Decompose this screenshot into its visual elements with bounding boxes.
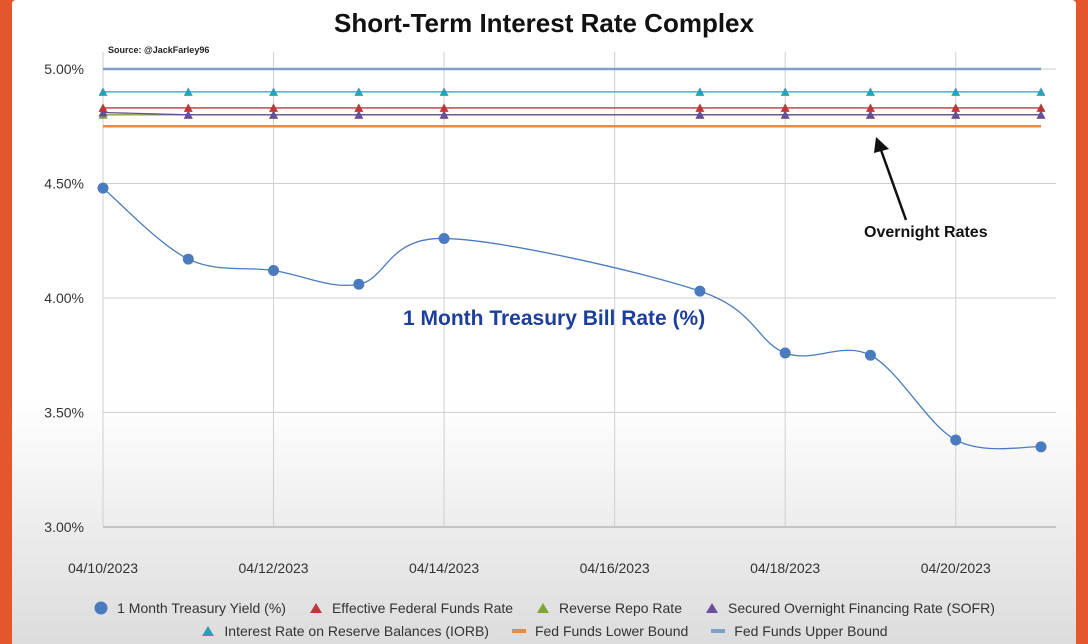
- data-point: [865, 103, 875, 112]
- line-marker-icon: [711, 628, 726, 633]
- legend-label: Fed Funds Upper Bound: [734, 622, 888, 639]
- legend: 1 Month Treasury Yield (%) Effective Fede…: [0, 596, 1088, 642]
- x-tick-label: 04/10/2023: [68, 560, 138, 576]
- series-line: [102, 111, 1041, 116]
- data-point: [439, 87, 449, 96]
- data-point: [268, 265, 280, 277]
- data-point: [97, 182, 109, 194]
- legend-item: Effective Federal Funds Rate: [308, 600, 513, 616]
- triangle-marker-icon: [537, 602, 550, 613]
- data-point: [950, 434, 962, 446]
- data-point: [439, 110, 449, 119]
- chart-title: Short-Term Interest Rate Complex: [334, 8, 754, 38]
- x-tick-label: 04/18/2023: [750, 560, 820, 576]
- data-point: [951, 103, 961, 112]
- grid: [102, 52, 1056, 528]
- y-tick-label: 4.00%: [44, 290, 84, 306]
- legend-label: Reverse Repo Rate: [559, 599, 682, 616]
- data-point: [269, 87, 279, 96]
- legend-item: 1 Month Treasury Yield (%): [93, 600, 286, 616]
- tick-labels: 3.00% 3.50% 4.00% 4.50% 5.00% 04/10/2023 04/12…: [44, 61, 991, 576]
- annotation-tbill-rate: 1 Month Treasury Bill Rate (%): [403, 307, 706, 330]
- triangle-marker-icon: [202, 625, 215, 636]
- data-point: [951, 87, 961, 96]
- line-marker-icon: [511, 628, 526, 633]
- x-tick-label: 04/14/2023: [409, 560, 479, 576]
- legend-row: Interest Rate on Reserve Balances (IORB)…: [0, 619, 1088, 642]
- data-point: [1036, 87, 1046, 96]
- data-point: [780, 110, 790, 119]
- legend-label: Effective Federal Funds Rate: [331, 599, 514, 616]
- data-point: [98, 108, 108, 117]
- y-tick-label: 3.50%: [44, 405, 84, 421]
- data-point: [98, 87, 108, 96]
- triangle-marker-icon: [309, 602, 322, 613]
- data-point: [780, 87, 790, 96]
- legend-item: Interest Rate on Reserve Balances (IORB): [200, 623, 489, 639]
- data-point: [353, 278, 365, 290]
- circle-marker-icon: [94, 601, 108, 614]
- annotation-overnight-rates: Overnight Rates: [864, 224, 988, 241]
- legend-label: Secured Overnight Financing Rate (SOFR): [727, 599, 995, 616]
- triangle-marker-icon: [705, 602, 718, 613]
- series-line: [102, 187, 1042, 450]
- data-point: [1036, 103, 1046, 112]
- data-point: [865, 87, 875, 96]
- source-label: Source: @JackFarley96: [108, 45, 210, 55]
- data-point: [439, 103, 449, 112]
- data-point: [1036, 110, 1046, 119]
- data-point: [98, 103, 108, 112]
- data-point: [695, 103, 705, 112]
- data-point: [269, 103, 279, 112]
- data-point: [354, 87, 364, 96]
- y-tick-label: 5.00%: [44, 61, 84, 77]
- y-tick-label: 4.50%: [44, 176, 84, 192]
- data-point: [183, 87, 193, 96]
- y-tick-label: 3.00%: [44, 519, 84, 535]
- legend-item: Fed Funds Upper Bound: [710, 622, 888, 639]
- data-point: [269, 110, 279, 119]
- x-tick-label: 04/12/2023: [239, 560, 309, 576]
- data-point: [1035, 441, 1047, 453]
- data-point: [438, 232, 450, 244]
- data-point: [864, 349, 876, 361]
- data-point: [695, 110, 705, 119]
- legend-item: Secured Overnight Financing Rate (SOFR): [704, 600, 995, 616]
- data-point: [865, 110, 875, 119]
- data-point: [183, 110, 193, 119]
- data-point: [694, 285, 706, 297]
- x-tick-label: 04/20/2023: [921, 560, 991, 576]
- legend-label: Fed Funds Lower Bound: [534, 622, 689, 639]
- legend-row: 1 Month Treasury Yield (%) Effective Fede…: [0, 596, 1088, 619]
- data-point: [951, 110, 961, 119]
- legend-item: Reverse Repo Rate: [535, 600, 682, 616]
- x-tick-label: 04/16/2023: [580, 560, 650, 576]
- legend-item: Fed Funds Lower Bound: [511, 623, 688, 639]
- data-point: [779, 347, 791, 359]
- data-point: [183, 103, 193, 112]
- data-point: [182, 253, 194, 265]
- overnight-arrow: [874, 137, 908, 221]
- series-layer: [97, 67, 1047, 453]
- legend-label: Interest Rate on Reserve Balances (IORB): [224, 622, 489, 639]
- data-point: [354, 110, 364, 119]
- data-point: [354, 103, 364, 112]
- data-point: [695, 87, 705, 96]
- legend-label: 1 Month Treasury Yield (%): [117, 599, 286, 616]
- data-point: [780, 103, 790, 112]
